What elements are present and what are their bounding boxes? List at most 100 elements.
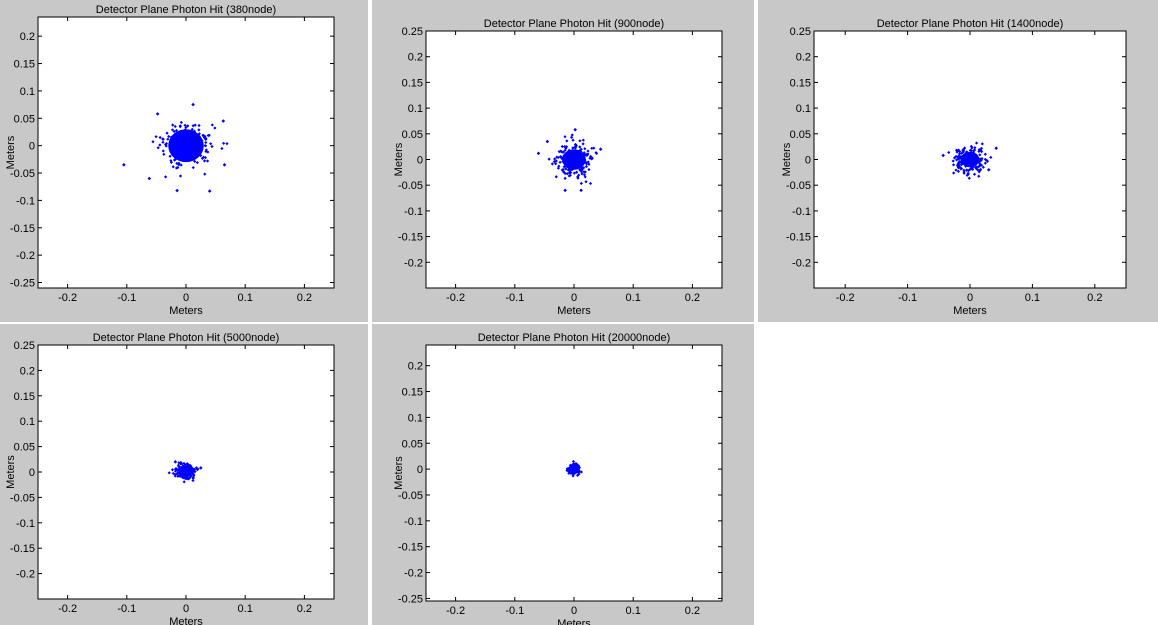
data-point: [194, 147, 198, 152]
data-point: [590, 146, 594, 150]
chart-title: Detector Plane Photon Hit (380node): [96, 4, 276, 16]
data-point: [580, 172, 584, 176]
data-point: [172, 129, 176, 134]
data-point: [210, 144, 214, 149]
x-tick-label: -0.2: [58, 292, 77, 304]
data-point: [192, 143, 196, 147]
data-point: [172, 145, 176, 149]
chart-panel-5000node: Detector Plane Photon Hit (5000node) -0.2…: [0, 324, 368, 625]
outlier-point: [221, 119, 226, 123]
x-tick-label: 0.2: [1087, 292, 1102, 304]
chart-title: Detector Plane Photon Hit (900node): [484, 18, 664, 30]
y-tick-label: 0.1: [796, 103, 811, 115]
data-point: [195, 160, 199, 165]
data-point: [171, 150, 175, 154]
data-point: [172, 134, 176, 138]
x-tick-label: 0.1: [1025, 292, 1040, 304]
data-point: [956, 166, 961, 170]
x-tick-label: -0.1: [505, 605, 524, 617]
y-tick-label: -0.05: [10, 168, 35, 180]
scatter-plot-20000node: Detector Plane Photon Hit (20000node) -0.…: [393, 332, 723, 625]
data-point: [188, 132, 192, 137]
data-point: [194, 138, 198, 142]
data-point: [970, 146, 974, 150]
data-point: [190, 134, 194, 138]
y-tick-label: -0.2: [16, 569, 35, 581]
x-axis-label: Meters: [557, 305, 591, 317]
data-point: [182, 132, 186, 136]
data-point: [201, 133, 205, 137]
data-point: [176, 140, 180, 144]
data-point: [204, 137, 208, 142]
data-point: [583, 175, 587, 179]
data-point: [195, 154, 200, 158]
data-point: [965, 173, 969, 177]
x-tick-label: -0.2: [836, 292, 855, 304]
data-point: [176, 147, 180, 151]
data-point: [951, 159, 955, 163]
data-point: [954, 154, 958, 159]
data-point: [165, 131, 169, 135]
data-point: [200, 156, 204, 161]
outlier-point: [173, 460, 178, 464]
chart-panel-1400node: Detector Plane Photon Hit (1400node) -0.2…: [758, 0, 1158, 322]
data-point: [973, 153, 977, 157]
data-point: [947, 150, 951, 155]
data-point: [161, 149, 165, 153]
y-tick-label: -0.2: [16, 250, 35, 262]
x-tick-label: -0.2: [58, 603, 77, 615]
data-point: [192, 129, 197, 133]
data-point: [191, 124, 195, 128]
data-point: [185, 149, 190, 153]
data-point: [568, 161, 572, 165]
data-point: [168, 142, 172, 146]
data-point: [981, 165, 985, 169]
data-point: [204, 149, 208, 154]
data-point: [220, 146, 224, 151]
data-point: [578, 145, 582, 149]
data-point: [584, 180, 588, 184]
y-tick-label: 0.15: [14, 391, 35, 403]
data-point: [174, 128, 179, 133]
y-tick-label: -0.1: [16, 195, 35, 207]
data-point: [571, 138, 575, 142]
data-point: [566, 168, 570, 172]
data-point: [190, 471, 194, 476]
y-tick-label: 0.15: [790, 77, 811, 89]
x-axis-label: Meters: [169, 305, 203, 317]
y-tick-label: -0.2: [404, 568, 423, 580]
y-tick-label: 0.2: [20, 365, 35, 377]
data-point: [595, 151, 599, 156]
y-tick-label: 0.05: [402, 129, 423, 141]
y-tick-label: -0.2: [404, 257, 423, 269]
y-axis-label: Meters: [393, 142, 405, 176]
data-point: [197, 123, 201, 128]
data-point: [547, 157, 551, 161]
data-point: [173, 124, 177, 129]
data-point: [175, 135, 179, 139]
data-point: [181, 139, 185, 144]
outlier-point: [122, 163, 126, 167]
data-point: [588, 181, 593, 186]
data-point: [565, 468, 569, 472]
x-tick-label: -0.1: [898, 292, 917, 304]
data-point: [184, 125, 188, 130]
data-point: [956, 169, 960, 173]
data-point: [191, 165, 195, 170]
data-point: [584, 153, 588, 157]
data-point: [176, 474, 180, 478]
y-tick-label: 0.1: [20, 86, 35, 98]
data-point: [182, 147, 186, 151]
data-point: [164, 175, 168, 179]
y-tick-label: -0.15: [398, 542, 423, 554]
data-point: [566, 161, 570, 165]
chart-title: Detector Plane Photon Hit (1400node): [877, 18, 1064, 30]
data-point: [170, 128, 175, 132]
data-point: [186, 473, 190, 478]
chart-panel-20000node: Detector Plane Photon Hit (20000node) -0.…: [372, 324, 754, 625]
data-point: [180, 137, 184, 141]
y-tick-label: 0.05: [14, 442, 35, 454]
y-tick-label: 0.25: [790, 26, 811, 38]
data-point: [983, 152, 987, 156]
data-point: [179, 460, 183, 465]
